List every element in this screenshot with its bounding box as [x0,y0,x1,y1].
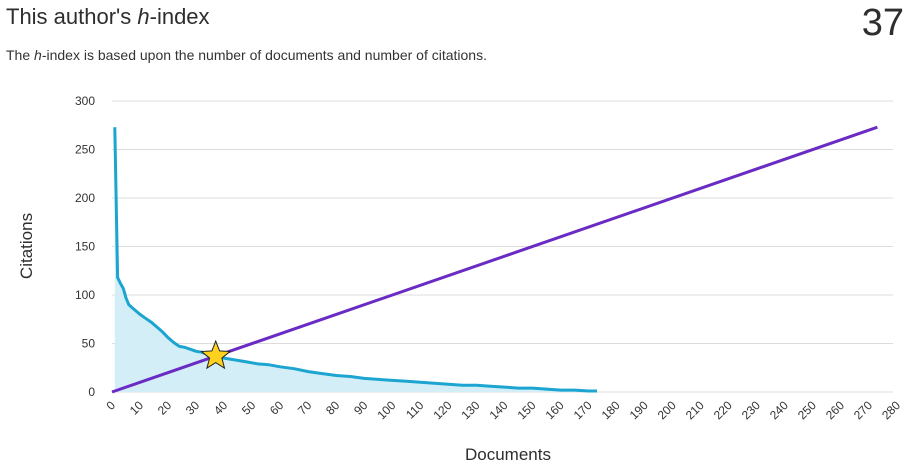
x-tick-label: 210 [683,398,707,422]
x-tick-label: 140 [487,398,511,422]
x-tick-label: 20 [155,398,175,418]
x-tick-label: 50 [239,398,259,418]
y-tick-label: 300 [75,94,95,108]
citations-area [114,127,598,392]
x-tick-label: 180 [599,398,623,422]
x-tick-label: 120 [430,398,454,422]
page-title: This author's h-index [6,4,210,30]
subtitle-h-letter: h [34,47,42,63]
y-tick-label: 50 [82,337,96,351]
x-tick-label: 280 [879,398,903,422]
x-tick-label: 60 [267,398,287,418]
x-tick-label: 250 [795,398,819,422]
x-tick-label: 80 [323,398,343,418]
y-tick-label: 100 [75,288,95,302]
title-prefix: This author's [6,4,138,29]
x-tick-label: 100 [374,398,398,422]
chart-header: This author's h-index 37 The h-index is … [0,0,912,70]
x-tick-label: 190 [627,398,651,422]
x-tick-label: 160 [543,398,567,422]
h-index-star-marker[interactable] [200,339,232,370]
h-index-reference-line [111,125,878,394]
x-tick-label: 0 [103,398,118,413]
subtitle-suffix: -index is based upon the number of docum… [41,47,487,63]
x-tick-label: 90 [351,398,371,418]
x-tick-label: 70 [295,398,315,418]
x-tick-label: 240 [767,398,791,422]
x-tick-label: 30 [183,398,203,418]
chart-subtitle: The h-index is based upon the number of … [6,47,487,63]
grid-lines [112,100,893,393]
x-tick-label: 230 [739,398,763,422]
x-tick-label: 40 [211,398,231,418]
y-axis-label: Citations [17,213,36,279]
x-tick-label: 260 [823,398,847,422]
x-tick-label: 270 [851,398,875,422]
x-axis-ticks: 0 10 20 30 40 50 60 70 80 90 100 110 120 130 140 150 160… [103,398,903,422]
y-tick-label: 0 [88,385,95,399]
subtitle-prefix: The [6,47,35,63]
title-h-letter: h [137,4,150,29]
y-tick-label: 250 [75,143,95,157]
h-index-value: 37 [861,2,904,44]
x-tick-label: 150 [515,398,539,422]
x-tick-label: 130 [459,398,483,422]
y-tick-label: 200 [75,191,95,205]
citations-line [113,127,597,393]
x-tick-label: 170 [571,398,595,422]
x-tick-label: 110 [403,398,427,422]
x-axis-label: Documents [465,445,551,464]
y-tick-label: 150 [75,240,95,254]
y-axis-ticks: 0 50 100 150 200 250 300 [75,94,95,399]
x-tick-label: 10 [127,398,147,418]
x-tick-label: 220 [711,398,735,422]
title-suffix: -index [149,4,210,29]
x-tick-label: 200 [655,398,679,422]
